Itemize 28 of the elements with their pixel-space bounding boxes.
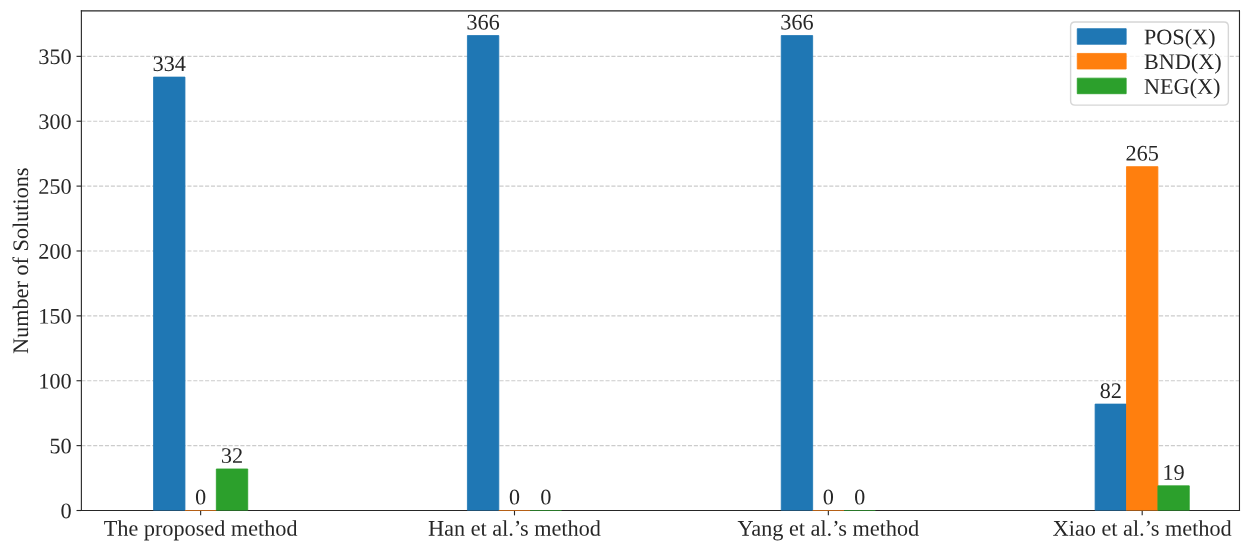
data-label: 366: [467, 14, 500, 30]
legend-label: BND(X): [1144, 53, 1221, 74]
data-label: 265: [1126, 145, 1158, 161]
data-label: 19: [1164, 465, 1184, 480]
data-label: 32: [221, 448, 242, 464]
y-tick-label: 0: [61, 503, 71, 519]
y-tick-label: 100: [40, 373, 71, 389]
y-tick-label: 300: [39, 114, 71, 130]
y-tick-label: 250: [39, 179, 71, 195]
data-label: 0: [541, 489, 551, 505]
data-label: 0: [195, 489, 206, 505]
data-label: 0: [509, 489, 520, 505]
x-tick-label: The proposed method: [104, 520, 298, 541]
x-tick-label: Han et al.’s method: [428, 520, 601, 536]
data-label: 366: [781, 14, 813, 30]
y-tick-label: 50: [50, 438, 71, 454]
data-label: 0: [855, 489, 865, 505]
legend-label: POS(X): [1144, 28, 1215, 49]
data-label: 82: [1100, 383, 1121, 399]
legend-label: NEG(X): [1144, 78, 1220, 99]
y-tick-label: 150: [40, 308, 71, 324]
x-tick-label: Xiao et al.’s method: [1053, 520, 1232, 536]
x-tick-label: Yang et al.’s method: [737, 520, 919, 541]
data-label: 334: [153, 56, 186, 72]
y-tick-label: 350: [39, 49, 71, 65]
data-label: 0: [823, 489, 834, 505]
y-axis-title: Number of Solutions: [12, 168, 29, 354]
y-tick-label: 200: [39, 243, 71, 259]
